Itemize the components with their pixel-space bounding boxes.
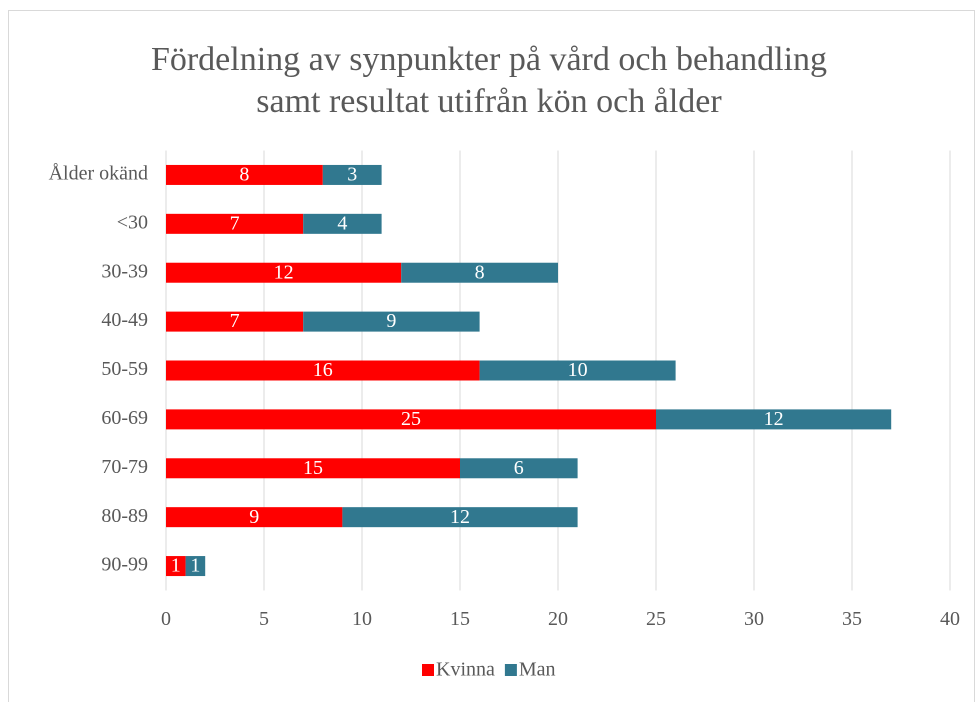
chart-title: Fördelning av synpunkter på vård och beh… <box>151 41 827 78</box>
data-label: 25 <box>401 408 421 430</box>
legend-swatch <box>504 664 517 676</box>
y-tick-label: 50-59 <box>101 358 148 380</box>
x-tick-label: 20 <box>548 608 568 630</box>
data-label: 12 <box>450 506 470 528</box>
data-label: 8 <box>475 261 485 283</box>
data-label: 4 <box>337 212 347 234</box>
y-tick-label: <30 <box>117 211 148 233</box>
y-tick-label: 80-89 <box>101 505 148 527</box>
x-tick-label: 0 <box>161 608 171 630</box>
bar-segment <box>303 311 480 332</box>
data-label: 1 <box>190 555 200 577</box>
data-label: 7 <box>230 310 240 332</box>
chart-title: samt resultat utifrån kön och ålder <box>256 83 722 120</box>
data-label: 1 <box>171 555 181 577</box>
x-tick-label: 10 <box>352 608 372 630</box>
y-tick-label: Ålder okänd <box>49 163 148 185</box>
legend-label: Kvinna <box>436 659 495 681</box>
bar-segment <box>166 458 460 479</box>
bar-segment <box>166 262 402 283</box>
bar-segment <box>166 311 304 332</box>
data-label: 9 <box>249 506 259 528</box>
y-tick-label: 70-79 <box>101 456 148 478</box>
data-label: 15 <box>303 457 323 479</box>
bar-segment <box>166 409 656 430</box>
y-tick-label: 30-39 <box>101 260 148 282</box>
legend-label: Man <box>519 659 556 681</box>
data-label: 8 <box>239 164 249 186</box>
data-label: 6 <box>514 457 524 479</box>
legend-swatch <box>422 664 434 676</box>
bar-segment <box>185 556 206 577</box>
bar-segment <box>166 556 186 577</box>
x-tick-label: 35 <box>842 608 862 630</box>
bar-segment <box>401 262 558 283</box>
x-tick-label: 15 <box>450 608 470 630</box>
bar-segment <box>460 458 578 479</box>
x-tick-label: 5 <box>259 608 269 630</box>
bar-segment <box>303 213 382 234</box>
data-label: 9 <box>386 310 396 332</box>
data-label: 3 <box>347 164 357 186</box>
x-tick-label: 25 <box>646 608 666 630</box>
bar-segment <box>166 360 480 381</box>
bar-segment <box>322 164 382 185</box>
y-tick-label: 90-99 <box>101 554 148 576</box>
bar-segment <box>166 164 323 185</box>
bar-segment <box>342 507 578 528</box>
x-tick-label: 40 <box>940 608 960 630</box>
bar-segment <box>656 409 892 430</box>
data-label: 10 <box>568 359 588 381</box>
y-tick-label: 60-69 <box>101 407 148 429</box>
data-label: 16 <box>313 359 333 381</box>
data-label: 12 <box>274 261 294 283</box>
bar-segment <box>479 360 676 381</box>
y-tick-label: 40-49 <box>101 309 148 331</box>
data-label: 12 <box>764 408 784 430</box>
bar-segment <box>166 213 304 234</box>
bar-segment <box>166 507 343 528</box>
chart-border <box>8 10 975 702</box>
x-tick-label: 30 <box>744 608 764 630</box>
data-label: 7 <box>230 212 240 234</box>
